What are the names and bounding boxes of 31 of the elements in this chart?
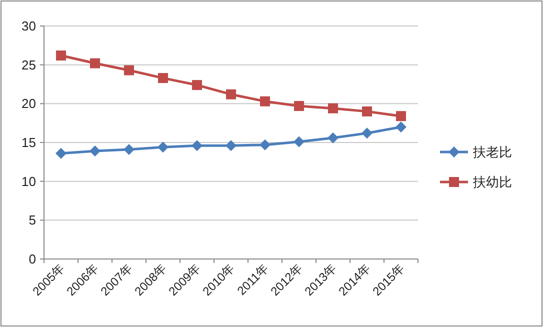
point xyxy=(362,128,372,139)
point xyxy=(124,65,134,76)
point xyxy=(396,111,406,122)
point xyxy=(226,89,236,100)
y-tick-label: 25 xyxy=(22,57,36,72)
legend-label: 扶老比 xyxy=(472,144,512,160)
point xyxy=(158,73,168,84)
point xyxy=(328,132,338,144)
point xyxy=(260,139,270,150)
point xyxy=(192,140,202,152)
y-tick-label: 5 xyxy=(28,212,36,228)
point xyxy=(226,140,236,152)
y-tick-label: 10 xyxy=(22,174,36,189)
point xyxy=(396,121,406,132)
point xyxy=(158,142,168,153)
point xyxy=(56,148,66,159)
legend-label: 扶幼比 xyxy=(472,174,512,190)
point xyxy=(294,100,304,111)
point xyxy=(362,106,372,116)
point xyxy=(192,80,202,90)
point xyxy=(124,144,134,155)
point xyxy=(260,96,270,106)
point xyxy=(90,146,100,157)
point xyxy=(328,103,338,114)
point xyxy=(56,50,66,61)
point xyxy=(294,136,304,148)
point xyxy=(90,58,100,68)
y-tick-label: 30 xyxy=(22,18,36,34)
y-tick-label: 20 xyxy=(22,96,36,112)
y-tick-label: 15 xyxy=(22,135,36,150)
y-tick-label: 0 xyxy=(28,252,36,267)
